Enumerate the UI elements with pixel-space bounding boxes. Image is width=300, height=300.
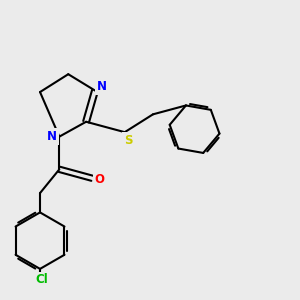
Text: N: N	[97, 80, 106, 94]
Text: Cl: Cl	[35, 273, 48, 286]
Text: N: N	[47, 130, 57, 143]
Text: S: S	[124, 134, 133, 147]
Text: O: O	[94, 173, 104, 186]
